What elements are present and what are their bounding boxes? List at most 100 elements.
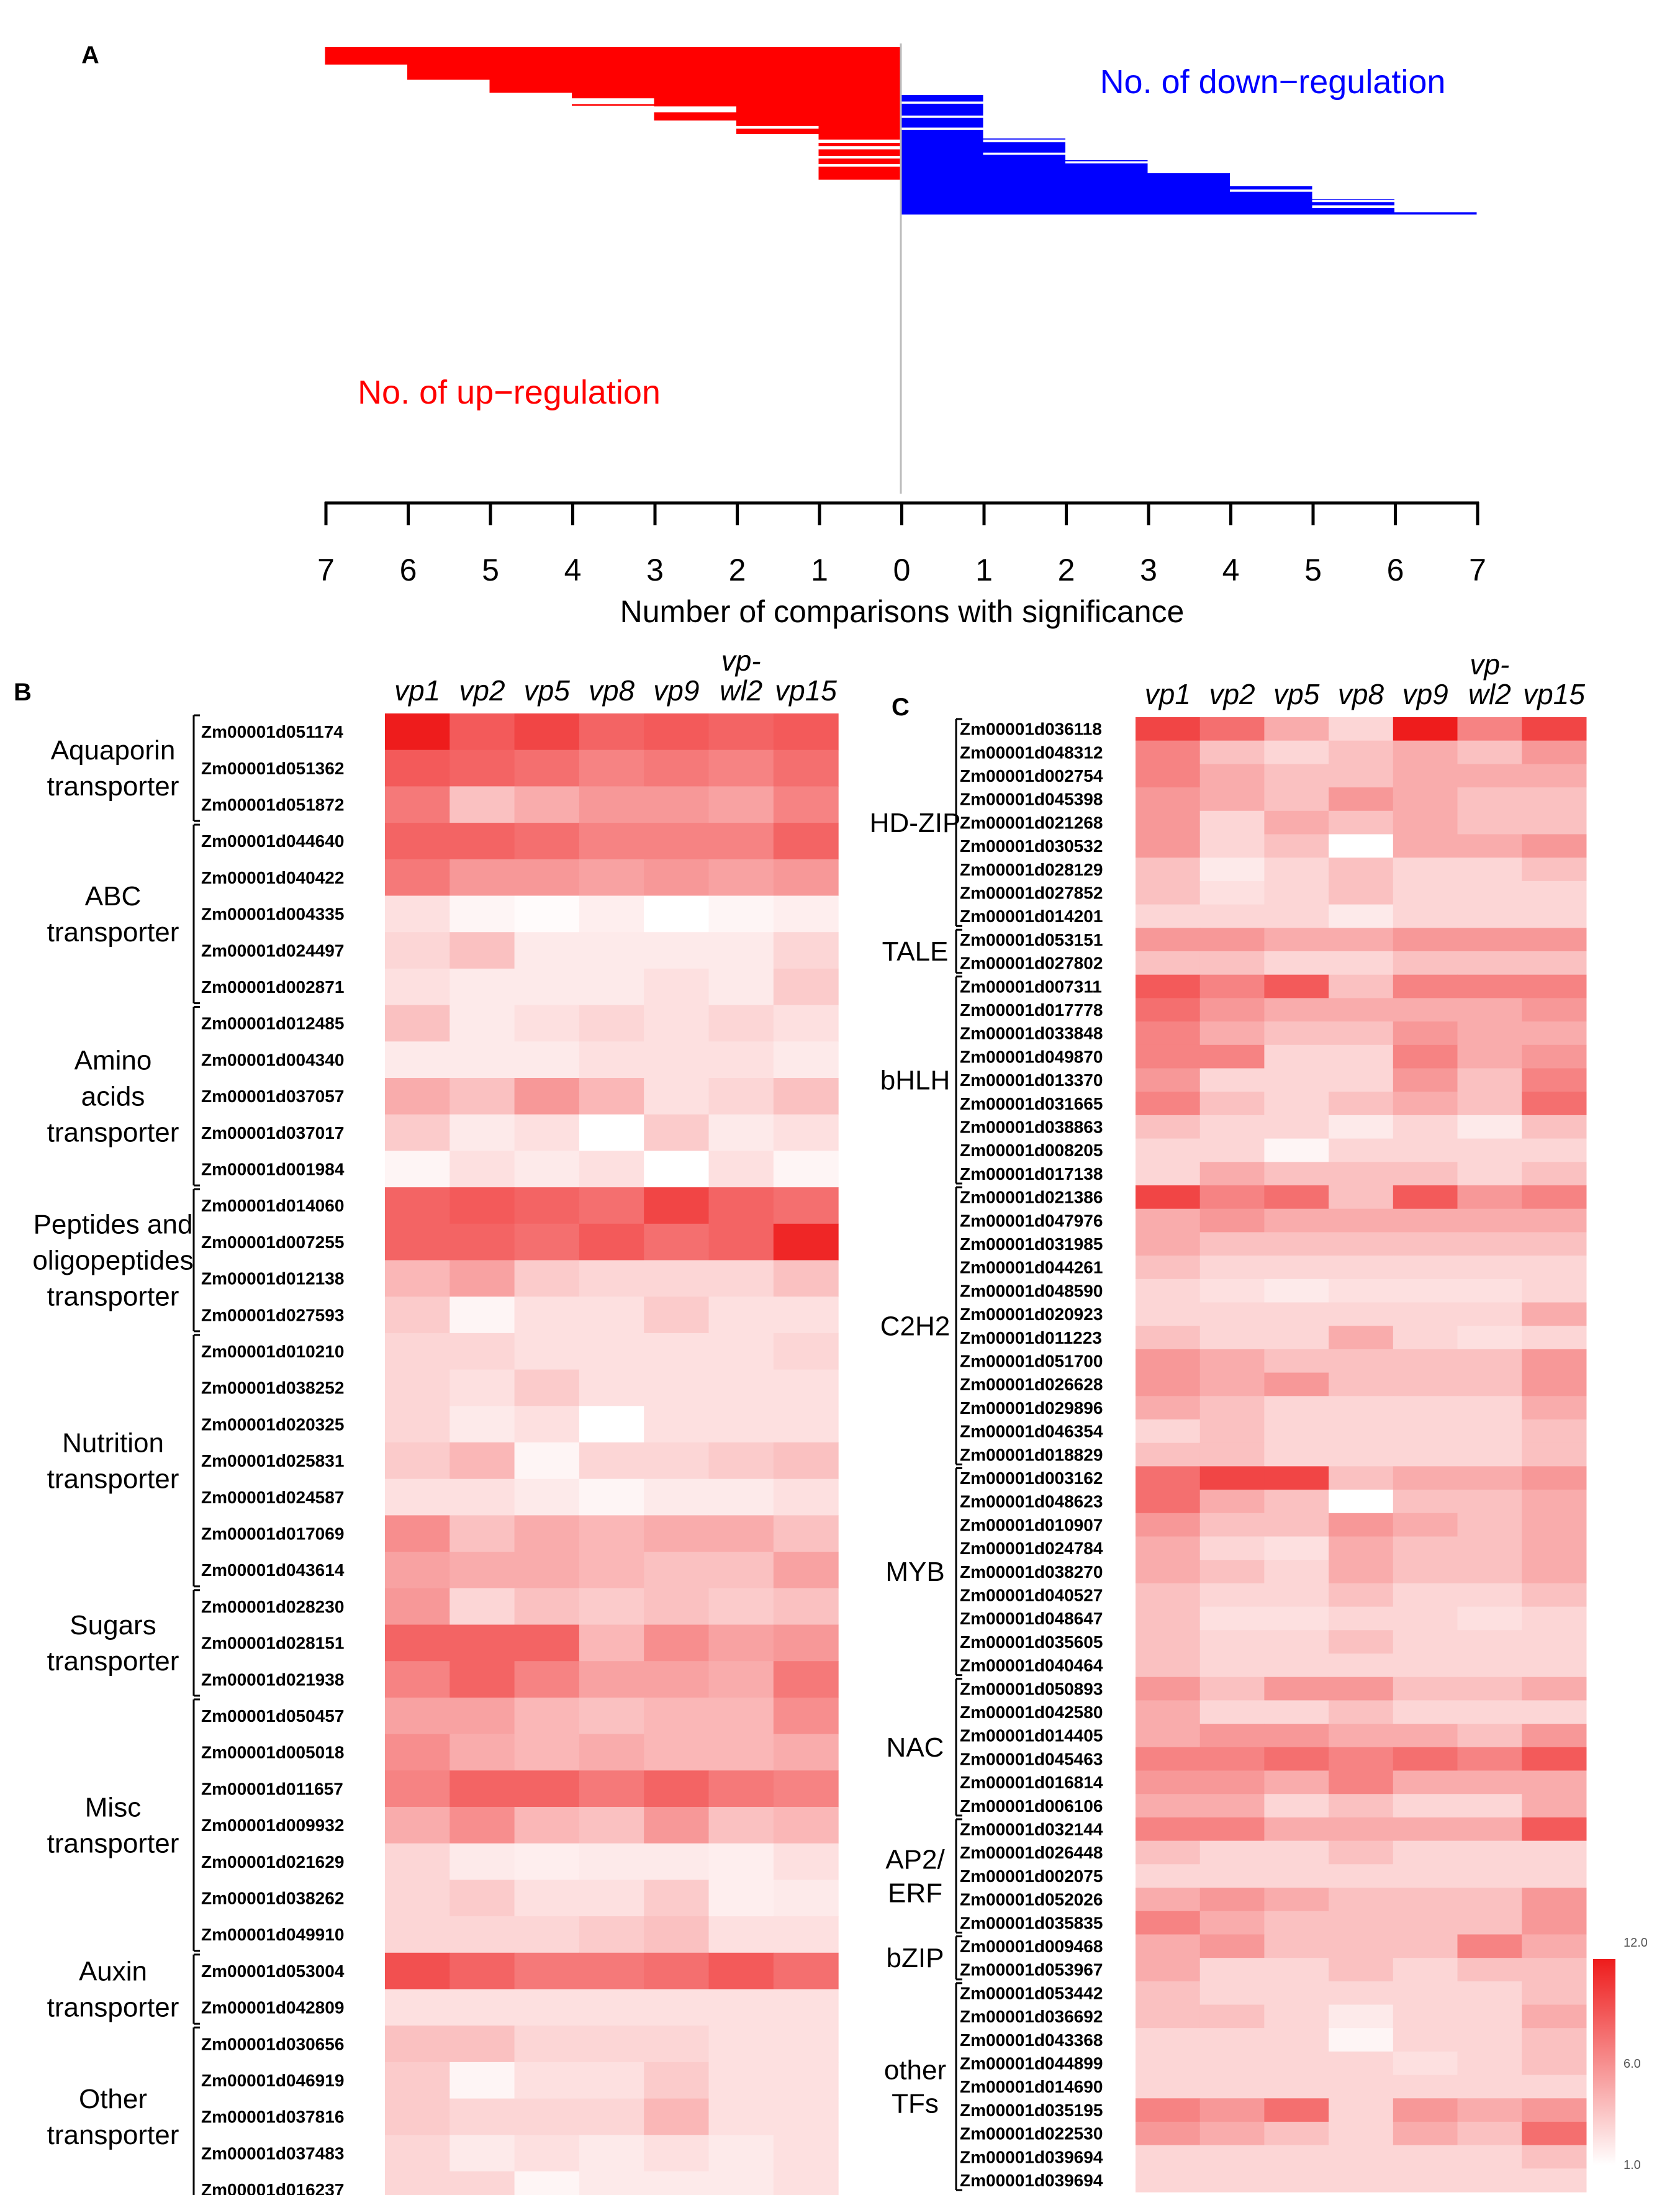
gene-label: Zm00001d038863	[960, 1117, 1103, 1136]
heatmap-cell	[1393, 1677, 1458, 1701]
heatmap-cell	[1522, 1185, 1587, 1210]
heatmap-cell	[1393, 1583, 1458, 1608]
heatmap-cell	[773, 1041, 839, 1079]
heatmap-cell	[1329, 1606, 1394, 1631]
heatmap-cell	[1136, 1466, 1201, 1490]
heatmap-cell	[1136, 1911, 1201, 1935]
gene-label: Zm00001d011657	[201, 1779, 343, 1798]
heatmap-cell	[514, 1552, 580, 1589]
heatmap-cell	[644, 1005, 710, 1042]
heatmap-cell	[385, 1989, 450, 2026]
heatmap-cell	[1393, 1279, 1458, 1303]
heatmap-cell	[644, 1770, 710, 1808]
heatmap-cell	[1264, 2098, 1329, 2122]
heatmap-cell	[1329, 1724, 1394, 1748]
gene-label: Zm00001d024587	[201, 1488, 344, 1507]
gene-label: Zm00001d044261	[960, 1258, 1103, 1277]
heatmap-cell	[1136, 858, 1201, 882]
gene-label: Zm00001d030532	[960, 836, 1103, 856]
heatmap-cell	[644, 823, 710, 860]
heatmap-cell	[579, 1880, 644, 1917]
heatmap-cell	[514, 1260, 580, 1297]
gene-label: Zm00001d027593	[201, 1305, 344, 1324]
heatmap-cell	[1199, 928, 1265, 952]
heatmap-cell	[708, 1041, 774, 1079]
heatmap-cell	[1393, 880, 1458, 905]
gene-label: Zm00001d040527	[960, 1585, 1103, 1604]
heatmap-cell	[708, 1734, 774, 1771]
panel-label-a: A	[81, 42, 99, 69]
category-label: Nutrition	[62, 1428, 164, 1458]
heatmap-cell	[1199, 834, 1265, 858]
category-label: transporter	[47, 1993, 179, 2023]
category-label: transporter	[47, 771, 179, 802]
heatmap-cell	[579, 1588, 644, 1626]
heatmap-cell	[773, 786, 839, 823]
heatmap-cell	[644, 749, 710, 787]
heatmap-cell	[1457, 1092, 1522, 1116]
heatmap-cell	[1264, 1677, 1329, 1701]
heatmap-cell	[708, 823, 774, 860]
heatmap-cell	[1393, 1162, 1458, 1186]
heatmap-cell	[708, 932, 774, 969]
heatmap-cell	[449, 2135, 515, 2172]
heatmap-cell	[1522, 1279, 1587, 1303]
heatmap-cell	[1393, 1724, 1458, 1748]
heatmap-cell	[1136, 1583, 1201, 1608]
x-tick-label: 1	[811, 553, 828, 587]
heatmap-cell	[1522, 904, 1587, 928]
heatmap-cell	[1393, 858, 1458, 882]
heatmap-cell	[1199, 1840, 1265, 1865]
down-bar-gap	[901, 115, 983, 118]
colorbar-tick-label: 1.0	[1624, 2158, 1641, 2172]
heatmap-cell	[385, 1223, 450, 1261]
heatmap-cell	[773, 1661, 839, 1698]
heatmap-cell	[1199, 1419, 1265, 1444]
heatmap-cell	[1522, 1911, 1587, 1935]
gene-label: Zm00001d014060	[201, 1196, 344, 1215]
heatmap-cell	[1199, 2098, 1265, 2122]
x-tick-label: 7	[1469, 553, 1486, 587]
heatmap-cell	[1522, 1654, 1587, 1678]
heatmap-cell	[385, 1114, 450, 1151]
heatmap-cell	[773, 1807, 839, 1844]
heatmap-cell	[1522, 1021, 1587, 1046]
x-tick-label: 6	[400, 553, 417, 587]
heatmap-cell	[1393, 2051, 1458, 2076]
heatmap-cell	[1522, 1396, 1587, 1420]
gene-label: Zm00001d013370	[960, 1070, 1103, 1090]
heatmap-cell	[1264, 2075, 1329, 2099]
heatmap-cell	[644, 1989, 710, 2026]
heatmap-cell	[1264, 2168, 1329, 2193]
gene-label: Zm00001d014690	[960, 2077, 1103, 2096]
heatmap-cell	[1264, 1279, 1329, 1303]
heatmap-cell	[385, 1588, 450, 1626]
heatmap-cell	[1457, 1396, 1522, 1420]
gene-label: Zm00001d031985	[960, 1234, 1103, 1254]
heatmap-cell	[644, 1807, 710, 1844]
heatmap-cell	[1264, 1606, 1329, 1631]
heatmap-cell	[514, 2171, 580, 2195]
heatmap-cell	[1522, 928, 1587, 952]
heatmap-cell	[708, 895, 774, 933]
heatmap-cell	[1329, 1302, 1394, 1326]
heatmap-cell	[644, 895, 710, 933]
gene-label: Zm00001d020325	[201, 1414, 344, 1434]
gene-label: Zm00001d021629	[201, 1852, 344, 1871]
heatmap-cell	[1522, 974, 1587, 998]
heatmap-cell	[773, 1005, 839, 1042]
heatmap-cell	[773, 749, 839, 787]
heatmap-cell	[385, 1552, 450, 1589]
heatmap-cell	[385, 1187, 450, 1224]
heatmap-cell	[1136, 904, 1201, 928]
heatmap-cell	[773, 1187, 839, 1224]
heatmap-cell	[579, 1515, 644, 1552]
up-bar-gap	[818, 164, 901, 167]
heatmap-cell	[1329, 2122, 1394, 2146]
heatmap-cell	[449, 1187, 515, 1224]
heatmap-cell	[1199, 1794, 1265, 1818]
heatmap-cell	[1393, 1817, 1458, 1842]
heatmap-cell	[1457, 1606, 1522, 1631]
gene-label: Zm00001d048623	[960, 1492, 1103, 1511]
heatmap-cell	[1136, 1092, 1201, 1116]
